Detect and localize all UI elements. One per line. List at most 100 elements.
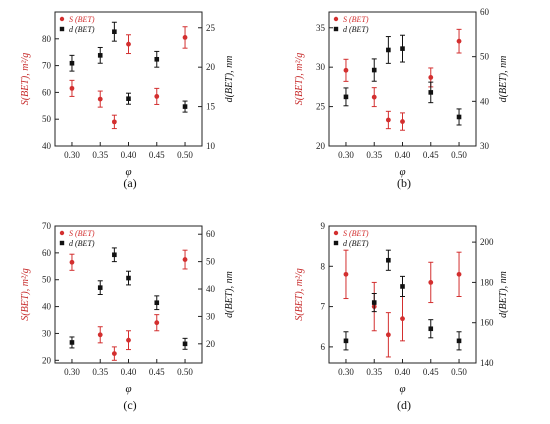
legend-marker-s xyxy=(59,16,65,22)
y-right-tick-label: 40 xyxy=(480,96,490,106)
chart-panel-1: 0.30 0.35 0.40 0.45 0.50 φ 40 50 60 70 80 10 15 20 25 S… xyxy=(20,11,235,190)
y-right-axis-label: d(BET), nm xyxy=(498,271,509,318)
data-point-s xyxy=(182,257,188,262)
y-left-tick-label: 8 xyxy=(321,261,326,271)
panel-label: (d) xyxy=(397,398,411,412)
y-right-tick-label: 20 xyxy=(206,62,216,72)
x-tick-label: 0.40 xyxy=(121,150,137,160)
data-point-d xyxy=(400,284,405,289)
y-left-tick-label: 50 xyxy=(42,114,52,124)
y-right-tick-label: 25 xyxy=(206,23,216,33)
data-point-s xyxy=(456,38,462,44)
data-point-s xyxy=(343,271,349,277)
y-right-tick-label: 40 xyxy=(206,284,216,294)
y-left-tick-label: 70 xyxy=(42,61,52,71)
x-tick-label: 0.35 xyxy=(366,150,382,160)
data-point-s xyxy=(111,351,117,356)
data-point-s xyxy=(126,41,131,47)
y-right-tick-label: 160 xyxy=(480,318,494,328)
y-right-tick-label: 50 xyxy=(480,52,490,62)
y-left-tick-label: 50 xyxy=(42,275,52,285)
x-tick-label: 0.30 xyxy=(64,367,80,377)
data-point-s xyxy=(154,320,160,326)
x-tick-label: 0.40 xyxy=(395,367,411,377)
data-point-d xyxy=(386,257,391,263)
y-left-tick-label: 80 xyxy=(42,34,52,44)
data-point-s xyxy=(69,259,75,265)
panel-label: (a) xyxy=(123,176,136,190)
data-point-d xyxy=(343,338,349,344)
x-tick-label: 0.30 xyxy=(338,150,354,160)
data-point-d xyxy=(400,46,405,51)
data-point-s xyxy=(400,119,405,124)
chart-panel-2: 0.30 0.35 0.40 0.45 0.50 φ 20 25 30 35 30 40 50 60 S(B… xyxy=(294,7,509,190)
y-left-tick-label: 35 xyxy=(316,23,326,33)
panel-label: (b) xyxy=(397,176,411,190)
y-left-axis-label: S(BET), m²/g xyxy=(294,268,305,320)
data-point-d xyxy=(456,338,462,344)
x-tick-label: 0.45 xyxy=(149,150,165,160)
data-point-d xyxy=(154,300,160,306)
y-left-tick-label: 6 xyxy=(321,342,326,352)
y-right-tick-label: 30 xyxy=(480,141,490,151)
legend-label: S (BET) xyxy=(343,229,369,238)
y-right-tick-label: 50 xyxy=(206,257,216,267)
y-right-tick-label: 30 xyxy=(206,311,216,321)
data-point-s xyxy=(69,85,75,91)
x-tick-label: 0.35 xyxy=(92,367,108,377)
chart-panel-3: 0.30 0.35 0.40 0.45 0.50 φ 20 30 40 50 60 70 20 30 40 5… xyxy=(20,221,235,412)
y-left-tick-label: 70 xyxy=(42,221,52,231)
y-right-tick-label: 200 xyxy=(480,237,494,247)
legend-marker-d xyxy=(59,26,65,32)
x-tick-label: 0.35 xyxy=(366,367,382,377)
x-tick-label: 0.45 xyxy=(149,367,165,377)
x-tick-label: 0.45 xyxy=(423,150,439,160)
y-left-tick-label: 60 xyxy=(42,87,52,97)
legend-marker-s xyxy=(333,16,339,22)
y-right-tick-label: 180 xyxy=(480,277,494,287)
legend-label: S (BET) xyxy=(343,15,369,24)
x-tick-label: 0.30 xyxy=(338,367,354,377)
y-left-tick-label: 30 xyxy=(316,62,326,72)
legend-marker-s xyxy=(59,230,65,236)
legend-label: d (BET) xyxy=(69,25,95,34)
data-point-s xyxy=(182,35,188,40)
data-point-s xyxy=(428,280,434,285)
x-axis-label: φ xyxy=(399,383,405,395)
y-left-tick-label: 20 xyxy=(316,141,326,151)
y-right-axis-label: d(BET), nm xyxy=(498,56,509,103)
y-left-tick-label: 7 xyxy=(321,302,326,312)
legend-label: d (BET) xyxy=(343,239,369,248)
y-left-tick-label: 40 xyxy=(42,141,52,151)
x-axis-label: φ xyxy=(399,166,405,178)
data-point-d xyxy=(112,29,117,35)
data-point-d xyxy=(371,67,377,73)
data-point-s xyxy=(97,96,103,102)
data-point-d xyxy=(154,56,160,62)
data-point-s xyxy=(385,332,391,338)
panel-label: (c) xyxy=(123,398,136,412)
x-tick-label: 0.50 xyxy=(451,367,467,377)
y-right-axis-label: d(BET), nm xyxy=(224,56,235,103)
legend-marker-d xyxy=(59,240,65,246)
legend-label: d (BET) xyxy=(343,25,369,34)
y-left-tick-label: 60 xyxy=(42,248,52,258)
data-point-s xyxy=(97,332,103,338)
y-left-tick-label: 40 xyxy=(42,302,52,312)
y-right-tick-label: 60 xyxy=(206,229,216,239)
y-right-tick-label: 15 xyxy=(206,102,216,112)
y-left-axis-label: S(BET), m²/g xyxy=(20,268,31,320)
x-tick-label: 0.40 xyxy=(121,367,137,377)
data-point-s xyxy=(343,67,349,73)
legend-label: d (BET) xyxy=(69,239,95,248)
data-point-d xyxy=(126,96,131,102)
data-point-s xyxy=(428,75,434,80)
y-right-tick-label: 140 xyxy=(480,358,494,368)
x-tick-label: 0.35 xyxy=(92,150,108,160)
data-point-d xyxy=(456,114,462,120)
x-tick-label: 0.40 xyxy=(395,150,411,160)
data-point-s xyxy=(371,94,377,100)
x-tick-label: 0.45 xyxy=(423,367,439,377)
data-point-s xyxy=(111,119,117,125)
